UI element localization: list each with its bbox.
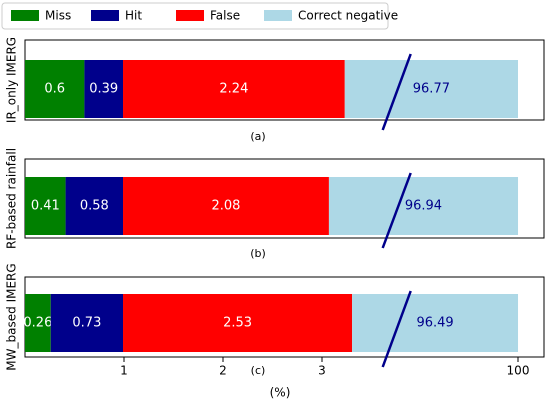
x-tick-label-2: 2: [219, 364, 227, 378]
caption-a: (a): [250, 130, 265, 143]
caption-b: (b): [250, 247, 266, 260]
x-axis-label: (%): [270, 386, 291, 400]
bar-c-correct-negative: [352, 294, 519, 352]
bar-label-a-false: 2.24: [219, 82, 248, 97]
bar-label-a-hit: 0.39: [89, 82, 118, 97]
legend-swatch-miss: [11, 10, 39, 21]
axis-break-a: [381, 53, 412, 131]
bar-b-correct-negative: [328, 177, 519, 235]
legend-label-false: False: [210, 9, 240, 23]
caption-c: (c): [251, 364, 266, 377]
bar-b-false: [123, 177, 329, 235]
x-tick-label-100: 100: [507, 364, 530, 378]
panel-a: 0.6 0.39 2.24 96.77 IR_only IMERG (a): [5, 37, 545, 143]
bar-b-hit: [65, 177, 124, 235]
legend-label-miss: Miss: [45, 9, 71, 23]
x-tick-label-1: 1: [120, 364, 128, 378]
legend-label-hit: Hit: [125, 9, 142, 23]
axis-break-b: [381, 172, 412, 249]
bar-label-b-false: 2.08: [211, 199, 240, 214]
bar-a-false: [123, 60, 345, 118]
bar-label-c-false: 2.53: [223, 316, 252, 331]
axis-break-c: [381, 290, 412, 368]
ylabel-b: RF-based rainfall: [5, 148, 19, 249]
panel-b: 0.41 0.58 2.08 96.94 RF-based rainfall (b): [5, 148, 545, 260]
bar-a-miss: [25, 60, 85, 118]
bar-a-correct-negative: [344, 60, 518, 118]
legend-swatch-hit: [91, 10, 119, 21]
bar-a-hit: [84, 60, 124, 118]
panel-c: 0.26 0.73 2.53 96.49 MW_based IMERG (c): [5, 263, 545, 377]
bar-c-miss: [25, 294, 51, 352]
bar-label-c-miss: 0.26: [23, 316, 52, 331]
bar-label-c-correct-negative: 96.49: [416, 316, 453, 331]
bar-c-false: [123, 294, 353, 352]
legend-swatch-false: [176, 10, 204, 21]
legend-label-correct-negative: Correct negative: [298, 9, 398, 23]
bar-label-c-hit: 0.73: [72, 316, 101, 331]
legend-swatch-correct-negative: [264, 10, 292, 21]
bar-label-b-correct-negative: 96.94: [405, 199, 442, 214]
bar-label-a-miss: 0.6: [44, 82, 65, 97]
ylabel-c: MW_based IMERG: [5, 263, 19, 370]
bar-label-b-hit: 0.58: [80, 199, 109, 214]
x-tick-label-3: 3: [318, 364, 326, 378]
bar-label-a-correct-negative: 96.77: [413, 82, 450, 97]
bar-label-b-miss: 0.41: [31, 199, 60, 214]
ylabel-a: IR_only IMERG: [5, 37, 19, 123]
bar-c-hit: [50, 294, 124, 352]
bar-b-miss: [25, 177, 66, 235]
legend: Miss Hit False Correct negative: [1, 2, 398, 30]
